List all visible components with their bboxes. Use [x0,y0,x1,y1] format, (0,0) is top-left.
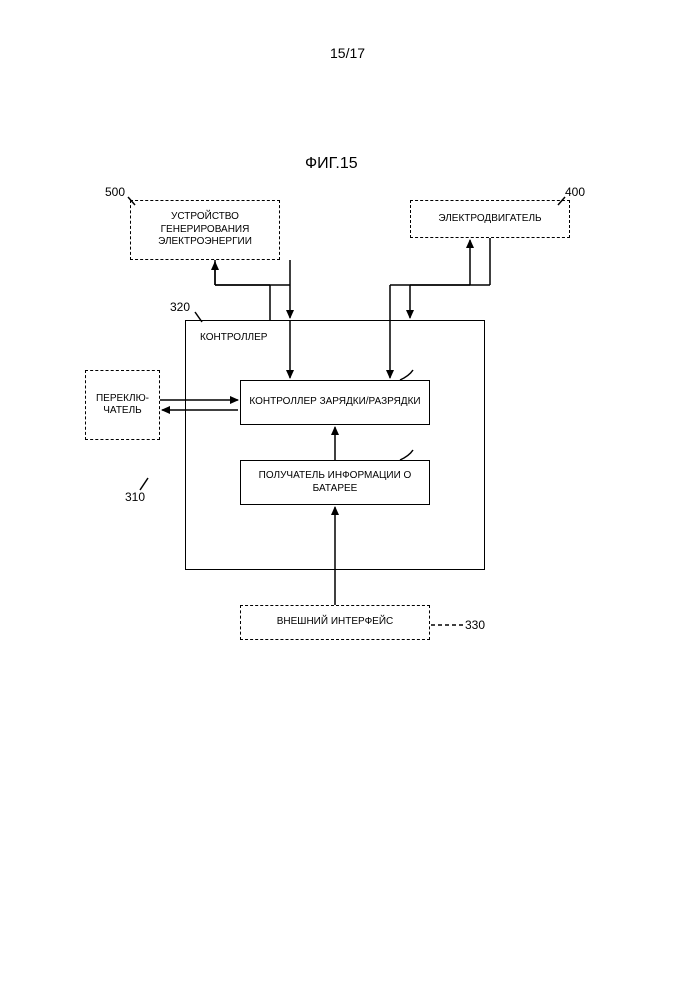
page: 15/17 ФИГ.15 500 400 320 322 321 310 330… [0,0,699,999]
ref-320: 320 [170,300,190,314]
block-battery-info-receiver: ПОЛУЧАТЕЛЬ ИНФОРМАЦИИ О БАТАРЕЕ [240,460,430,505]
block-external-interface: ВНЕШНИЙ ИНТЕРФЕЙС [240,605,430,640]
block-controller [185,320,485,570]
page-number: 15/17 [330,45,365,61]
block-charge-controller: КОНТРОЛЛЕР ЗАРЯДКИ/РАЗРЯДКИ [240,380,430,425]
block-external-interface-label: ВНЕШНИЙ ИНТЕРФЕЙС [277,616,394,629]
block-battery-info-receiver-label: ПОЛУЧАТЕЛЬ ИНФОРМАЦИИ О БАТАРЕЕ [241,470,429,495]
block-power-generation-label: УСТРОЙСТВО ГЕНЕРИРОВАНИЯ ЭЛЕКТРОЭНЕРГИИ [131,211,279,249]
ref-330: 330 [465,618,485,632]
ref-310: 310 [125,490,145,504]
block-charge-controller-label: КОНТРОЛЛЕР ЗАРЯДКИ/РАЗРЯДКИ [249,396,420,409]
controller-title: КОНТРОЛЛЕР [200,332,267,343]
figure-caption: ФИГ.15 [305,155,358,173]
ref-500: 500 [105,185,125,199]
block-power-generation: УСТРОЙСТВО ГЕНЕРИРОВАНИЯ ЭЛЕКТРОЭНЕРГИИ [130,200,280,260]
block-motor: ЭЛЕКТРОДВИГАТЕЛЬ [410,200,570,238]
ref-400: 400 [565,185,585,199]
block-switch: ПЕРЕКЛЮ- ЧАТЕЛЬ [85,370,160,440]
block-motor-label: ЭЛЕКТРОДВИГАТЕЛЬ [438,213,541,226]
block-switch-label: ПЕРЕКЛЮ- ЧАТЕЛЬ [86,393,159,418]
